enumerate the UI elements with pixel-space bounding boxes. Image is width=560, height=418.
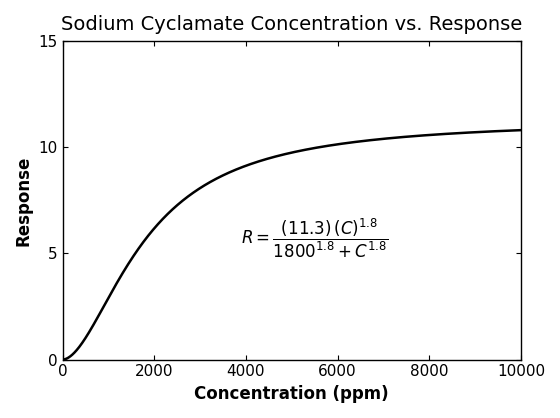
Text: $R = \dfrac{(11.3)\,(C)^{1.8}}{1800^{1.8} + C^{1.8}}$: $R = \dfrac{(11.3)\,(C)^{1.8}}{1800^{1.8…: [241, 217, 388, 260]
X-axis label: Concentration (ppm): Concentration (ppm): [194, 385, 389, 403]
Title: Sodium Cyclamate Concentration vs. Response: Sodium Cyclamate Concentration vs. Respo…: [61, 15, 522, 34]
Y-axis label: Response: Response: [15, 155, 33, 245]
